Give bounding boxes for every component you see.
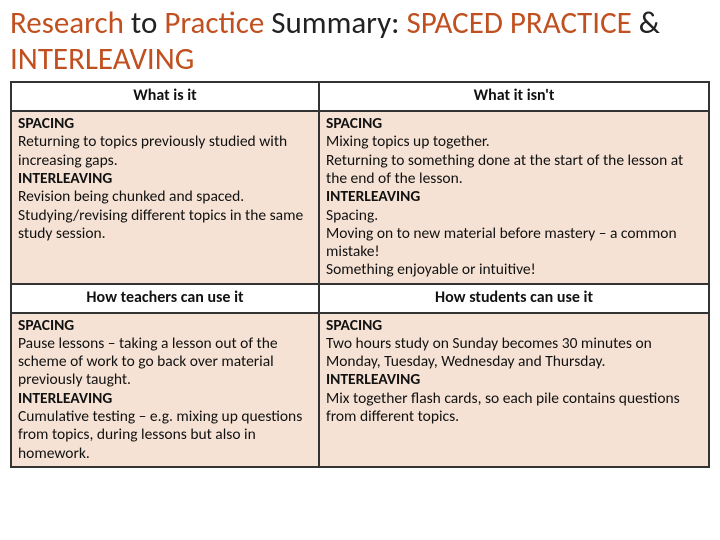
- summary-table: What is it What it isn't SPACING Returni…: [10, 81, 710, 468]
- header-teachers: How teachers can use it: [11, 284, 319, 313]
- text: Cumulative testing – e.g. mixing up ques…: [18, 407, 302, 463]
- page-title: Research to Practice Summary: SPACED PRA…: [0, 0, 720, 81]
- cell-what-is-it: SPACING Returning to topics previously s…: [11, 111, 319, 284]
- cell-teachers: SPACING Pause lessons – taking a lesson …: [11, 313, 319, 467]
- text: Returning to something done at the start…: [326, 151, 683, 188]
- title-part-6: &: [632, 4, 660, 42]
- header-what-it-isnt: What it isn't: [319, 82, 709, 111]
- text: Spacing.: [326, 206, 378, 225]
- label-spacing: SPACING: [18, 317, 312, 335]
- label-interleaving: INTERLEAVING: [326, 188, 702, 206]
- text: Moving on to new material before mastery…: [326, 224, 677, 261]
- cell-what-it-isnt: SPACING Mixing topics up together. Retur…: [319, 111, 709, 284]
- text: Two hours study on Sunday becomes 30 min…: [326, 334, 652, 371]
- text: Mix together flash cards, so each pile c…: [326, 389, 680, 426]
- title-part-3: Practice: [164, 4, 264, 42]
- label-interleaving: INTERLEAVING: [18, 390, 312, 408]
- text: Mixing topics up together.: [326, 132, 490, 151]
- title-part-1: Research: [10, 4, 124, 42]
- label-interleaving: INTERLEAVING: [326, 371, 702, 389]
- title-part-5: SPACED PRACTICE: [406, 4, 631, 42]
- header-what-is-it: What is it: [11, 82, 319, 111]
- text: Something enjoyable or intuitive!: [326, 260, 536, 279]
- text: Pause lessons – taking a lesson out of t…: [18, 334, 278, 390]
- label-spacing: SPACING: [326, 115, 702, 133]
- text: Returning to topics previously studied w…: [18, 132, 287, 169]
- header-students: How students can use it: [319, 284, 709, 313]
- text: Revision being chunked and spaced. Study…: [18, 187, 303, 243]
- title-part-7: INTERLEAVING: [10, 40, 194, 78]
- label-spacing: SPACING: [18, 115, 312, 133]
- cell-students: SPACING Two hours study on Sunday become…: [319, 313, 709, 467]
- title-part-2: to: [124, 4, 164, 42]
- label-spacing: SPACING: [326, 317, 702, 335]
- label-interleaving: INTERLEAVING: [18, 170, 312, 188]
- title-part-4: Summary:: [264, 4, 406, 42]
